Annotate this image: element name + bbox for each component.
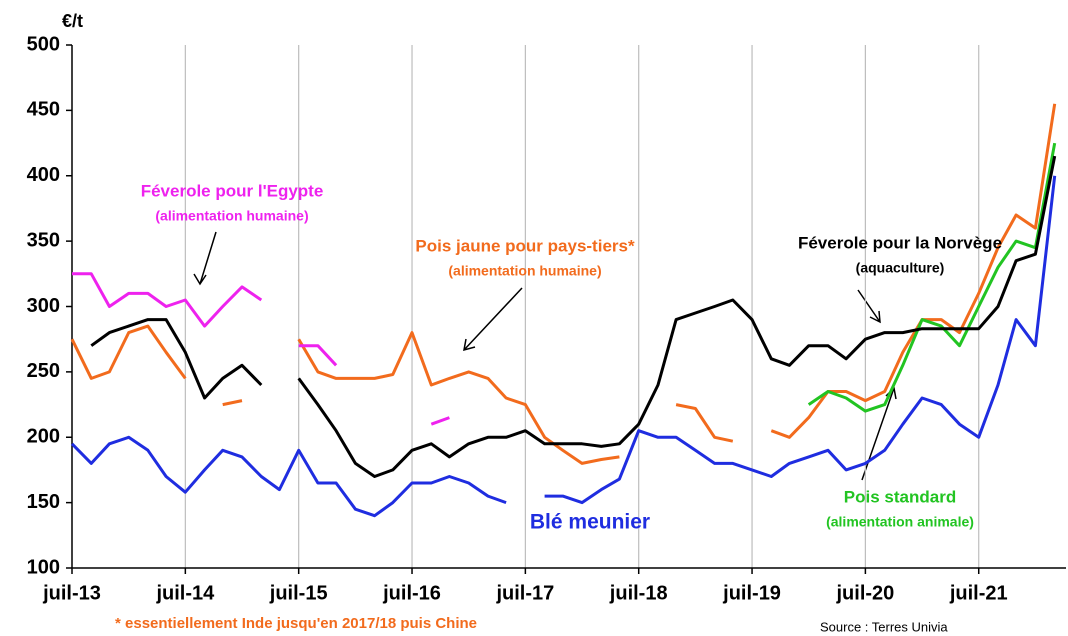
x-tick-label: juil-13 xyxy=(42,582,101,604)
series-line xyxy=(222,399,243,407)
y-tick-label: 400 xyxy=(27,164,60,186)
x-tick-label: juil-16 xyxy=(382,582,441,604)
series-note: (alimentation humaine) xyxy=(155,208,308,224)
series-line xyxy=(297,155,1057,478)
x-tick-label: juil-17 xyxy=(495,582,554,604)
series-label: Blé meunier xyxy=(530,511,650,534)
series-note: (aquaculture) xyxy=(856,260,945,276)
series-note: (alimentation animale) xyxy=(826,514,974,530)
x-tick-label: juil-20 xyxy=(835,582,894,604)
series-note: (alimentation humaine) xyxy=(448,263,601,279)
y-unit: €/t xyxy=(62,11,83,31)
y-tick-label: 500 xyxy=(27,33,60,55)
y-tick-label: 100 xyxy=(27,556,60,578)
series-line xyxy=(297,331,620,465)
series-label: Pois standard xyxy=(844,487,956,506)
x-tick-label: juil-15 xyxy=(269,582,328,604)
footnote: * essentiellement Inde jusqu'en 2017/18 … xyxy=(115,615,477,632)
arrow xyxy=(193,231,217,286)
arrow xyxy=(463,287,523,352)
series-line xyxy=(90,318,263,400)
y-tick-label: 450 xyxy=(27,99,60,121)
series-line xyxy=(675,403,734,443)
series-line xyxy=(72,272,263,328)
series-line xyxy=(298,344,338,367)
series-line xyxy=(770,103,1057,439)
y-tick-label: 200 xyxy=(27,426,60,448)
y-tick-label: 150 xyxy=(27,491,60,513)
x-tick-label: juil-18 xyxy=(609,582,668,604)
series-line xyxy=(807,142,1057,413)
x-tick-label: juil-21 xyxy=(949,582,1008,604)
series-label: Féverole pour l'Egypte xyxy=(141,181,324,200)
y-tick-label: 350 xyxy=(27,229,60,251)
x-tick-label: juil-14 xyxy=(155,582,215,604)
series-label: Pois jaune pour pays-tiers* xyxy=(415,236,635,255)
series-line xyxy=(70,324,187,380)
y-tick-label: 250 xyxy=(27,360,60,382)
arrow xyxy=(861,386,897,481)
series-line xyxy=(70,435,507,518)
arrow xyxy=(857,289,881,324)
arrows xyxy=(193,231,897,481)
source: Source : Terres Univia xyxy=(820,619,948,634)
y-tick-label: 300 xyxy=(27,295,60,317)
series-line xyxy=(544,175,1057,505)
series-line xyxy=(430,416,450,426)
x-tick-label: juil-19 xyxy=(722,582,781,604)
series-label: Féverole pour la Norvège xyxy=(798,233,1002,252)
